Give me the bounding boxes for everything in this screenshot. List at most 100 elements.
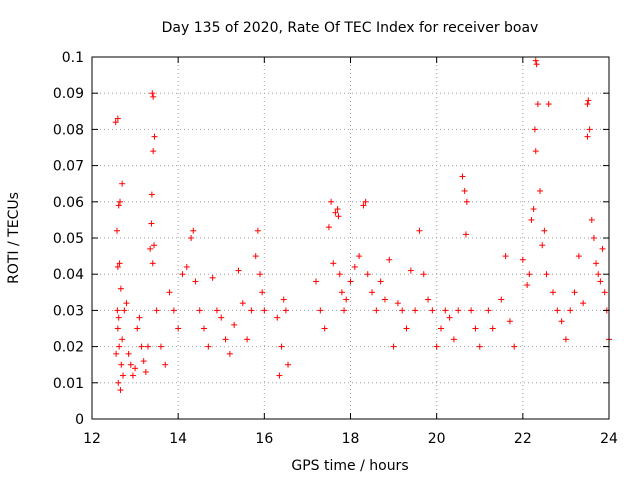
data-point xyxy=(125,350,132,357)
data-point xyxy=(259,289,266,296)
data-point xyxy=(252,253,259,260)
data-point xyxy=(188,235,195,241)
data-point xyxy=(463,198,470,205)
data-point xyxy=(285,361,292,368)
data-point xyxy=(190,227,197,234)
data-point xyxy=(321,325,328,332)
x-tick-label: 20 xyxy=(428,431,446,447)
data-point xyxy=(325,224,332,231)
data-point xyxy=(595,271,602,278)
data-point xyxy=(588,216,595,223)
data-point xyxy=(549,289,556,296)
data-point xyxy=(114,115,121,122)
data-point xyxy=(138,343,145,350)
data-point xyxy=(489,325,496,332)
data-point xyxy=(386,256,393,263)
data-point xyxy=(205,343,212,350)
data-point xyxy=(261,307,268,314)
data-point xyxy=(593,260,600,267)
y-tick-label: 0.06 xyxy=(53,195,84,211)
data-point xyxy=(117,198,124,205)
data-point xyxy=(585,97,592,104)
data-point xyxy=(394,300,401,307)
data-point xyxy=(166,289,173,296)
data-point xyxy=(437,325,444,332)
data-points xyxy=(112,57,612,394)
data-point xyxy=(119,180,126,187)
data-point xyxy=(148,191,155,198)
data-point xyxy=(472,325,479,332)
data-point xyxy=(351,263,358,270)
data-point xyxy=(148,220,155,227)
data-point xyxy=(157,343,164,350)
data-point xyxy=(506,318,513,325)
data-point xyxy=(201,325,208,332)
data-point xyxy=(599,245,606,252)
data-point xyxy=(150,93,157,100)
data-point xyxy=(226,350,233,357)
data-point xyxy=(468,307,475,314)
data-point xyxy=(533,61,540,68)
data-point xyxy=(113,227,120,234)
data-point xyxy=(113,350,120,357)
data-point xyxy=(153,307,160,314)
data-point xyxy=(112,119,119,126)
data-point xyxy=(369,289,376,296)
data-point xyxy=(530,206,537,213)
data-point xyxy=(403,325,410,332)
data-point xyxy=(254,227,261,234)
data-point xyxy=(328,198,335,205)
data-point xyxy=(412,307,419,314)
data-point xyxy=(498,296,505,303)
data-point xyxy=(558,318,565,325)
data-point xyxy=(330,260,337,267)
data-point xyxy=(343,296,350,303)
y-axis-label: ROTI / TECUs xyxy=(6,192,22,284)
data-point xyxy=(179,271,186,278)
data-point xyxy=(121,307,128,314)
data-point xyxy=(136,314,143,321)
x-tick-label: 18 xyxy=(342,431,360,447)
data-point xyxy=(274,314,281,321)
data-point xyxy=(531,126,538,133)
data-point xyxy=(429,307,436,314)
grid-lines xyxy=(92,57,609,419)
data-point xyxy=(239,300,246,307)
data-point xyxy=(175,325,182,332)
data-point xyxy=(554,307,561,314)
y-tick-label: 0.02 xyxy=(53,340,84,356)
data-point xyxy=(539,242,546,249)
data-point xyxy=(541,227,548,234)
data-point xyxy=(317,307,324,314)
data-point xyxy=(149,90,156,97)
y-tick-label: 0.07 xyxy=(53,159,84,175)
data-point xyxy=(282,307,289,314)
data-point xyxy=(142,368,149,375)
data-point xyxy=(381,296,388,303)
data-point xyxy=(117,387,124,394)
x-tick-label: 22 xyxy=(514,431,532,447)
data-point xyxy=(116,343,123,350)
data-point xyxy=(114,325,121,332)
data-point xyxy=(461,187,468,194)
data-point xyxy=(360,202,367,209)
data-point xyxy=(114,263,121,270)
data-point xyxy=(332,209,339,216)
data-point xyxy=(586,126,593,133)
data-point xyxy=(276,372,283,379)
data-point xyxy=(196,307,203,314)
data-point xyxy=(377,278,384,285)
x-axis-label: GPS time / hours xyxy=(291,458,408,474)
data-point xyxy=(235,267,242,274)
data-point xyxy=(129,372,136,379)
data-point xyxy=(597,278,604,285)
y-tick-label: 0.01 xyxy=(53,376,84,392)
data-point xyxy=(115,379,122,386)
axis-ticks: 0 0.01 0.02 0.03 0.04 0.05 0.06 0.07 0.08 0.09 0.1… xyxy=(53,50,618,447)
y-tick-label: 0.1 xyxy=(62,50,84,66)
data-point xyxy=(151,242,158,249)
data-point xyxy=(280,296,287,303)
data-point xyxy=(134,325,141,332)
data-point xyxy=(532,148,539,155)
x-tick-label: 24 xyxy=(600,431,618,447)
